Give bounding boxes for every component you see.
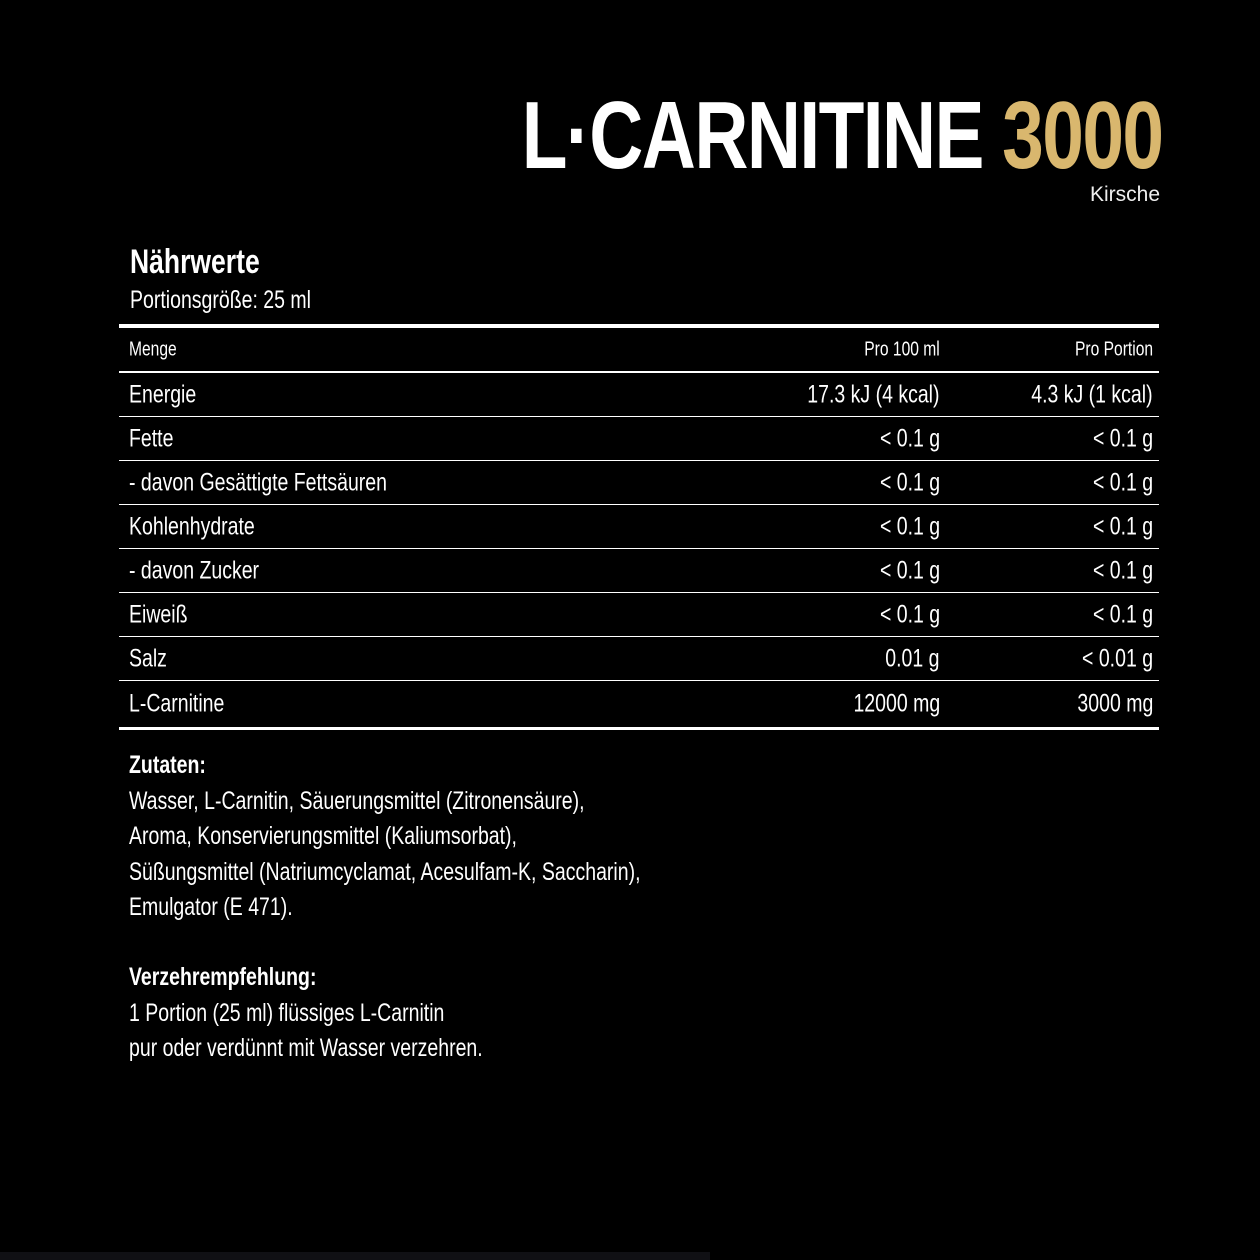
table-row: - davon Gesättigte Fettsäuren < 0.1 g < 0.…	[119, 461, 1159, 505]
table-row: Kohlenhydrate < 0.1 g < 0.1 g	[119, 505, 1159, 549]
nutrition-title: Nährwerte	[130, 243, 260, 281]
serving-size: Portionsgröße: 25 ml	[130, 286, 311, 314]
ingredients-line: Aroma, Konservierungsmittel (Kaliumsorba…	[129, 822, 517, 850]
nutrient-name: L-Carnitine	[129, 689, 225, 718]
table-row: Energie 17.3 kJ (4 kcal) 4.3 kJ (1 kcal)	[119, 373, 1159, 417]
value-per-100ml: 12000 mg	[853, 689, 940, 718]
value-per-100ml: < 0.1 g	[879, 512, 940, 540]
table-row: - davon Zucker < 0.1 g < 0.1 g	[119, 549, 1159, 593]
table-header: Menge Pro 100 ml Pro Portion	[119, 328, 1159, 373]
table-row: Eiweiß < 0.1 g < 0.1 g	[119, 593, 1159, 637]
ingredients-line: Süßungsmittel (Natriumcyclamat, Acesulfa…	[129, 857, 641, 886]
column-header: Pro 100 ml	[864, 338, 940, 360]
nutrient-name: Salz	[129, 644, 167, 672]
recommendation-section: Verzehrempfehlung: 1 Portion (25 ml) flü…	[129, 960, 582, 1067]
value-per-100ml: < 0.1 g	[879, 600, 940, 628]
ingredients-title: Zutaten:	[129, 751, 206, 779]
nutrient-name: - davon Zucker	[129, 556, 260, 584]
table-row: L-Carnitine 12000 mg 3000 mg	[119, 681, 1159, 727]
nutrient-name: - davon Gesättigte Fettsäuren	[129, 468, 387, 496]
value-per-100ml: < 0.1 g	[879, 468, 940, 496]
value-per-portion: < 0.1 g	[1092, 424, 1153, 452]
value-per-100ml: < 0.1 g	[879, 556, 940, 584]
recommendation-line: pur oder verdünnt mit Wasser verzehren.	[129, 1034, 483, 1062]
nutrient-name: Energie	[129, 380, 197, 408]
product-name: L·CARNITINE	[521, 82, 984, 189]
nutrient-name: Fette	[129, 424, 174, 452]
table-row: Salz 0.01 g < 0.01 g	[119, 637, 1159, 681]
value-per-portion: < 0.01 g	[1081, 644, 1153, 672]
value-per-portion: 4.3 kJ (1 kcal)	[1031, 380, 1153, 408]
column-header: Menge	[129, 338, 177, 360]
value-per-portion: < 0.1 g	[1092, 600, 1153, 628]
nutrient-name: Kohlenhydrate	[129, 512, 255, 540]
product-flavor: Kirsche	[1089, 183, 1160, 206]
value-per-100ml: 0.01 g	[885, 644, 940, 672]
product-title: L·CARNITINE 3000	[341, 88, 1163, 184]
value-per-portion: < 0.1 g	[1092, 468, 1153, 496]
value-per-100ml: 17.3 kJ (4 kcal)	[807, 380, 940, 408]
value-per-portion: < 0.1 g	[1092, 556, 1153, 584]
ingredients-line: Emulgator (E 471).	[129, 893, 293, 921]
ingredients-section: Zutaten: Wasser, L-Carnitin, Säuerungsmi…	[129, 748, 785, 926]
ingredients-line: Wasser, L-Carnitin, Säuerungsmittel (Zit…	[129, 786, 585, 815]
nutrient-name: Eiweiß	[129, 600, 188, 628]
column-header: Pro Portion	[1074, 338, 1153, 360]
value-per-portion: < 0.1 g	[1092, 512, 1153, 540]
value-per-100ml: < 0.1 g	[879, 424, 940, 452]
recommendation-title: Verzehrempfehlung:	[129, 963, 317, 991]
product-strength: 3000	[1001, 82, 1164, 189]
value-per-portion: 3000 mg	[1077, 689, 1153, 718]
recommendation-line: 1 Portion (25 ml) flüssiges L-Carnitin	[129, 998, 445, 1027]
table-row: Fette < 0.1 g < 0.1 g	[119, 417, 1159, 461]
bottom-strip	[0, 1252, 710, 1260]
nutrition-table: Menge Pro 100 ml Pro Portion Energie 17.3…	[119, 324, 1159, 730]
